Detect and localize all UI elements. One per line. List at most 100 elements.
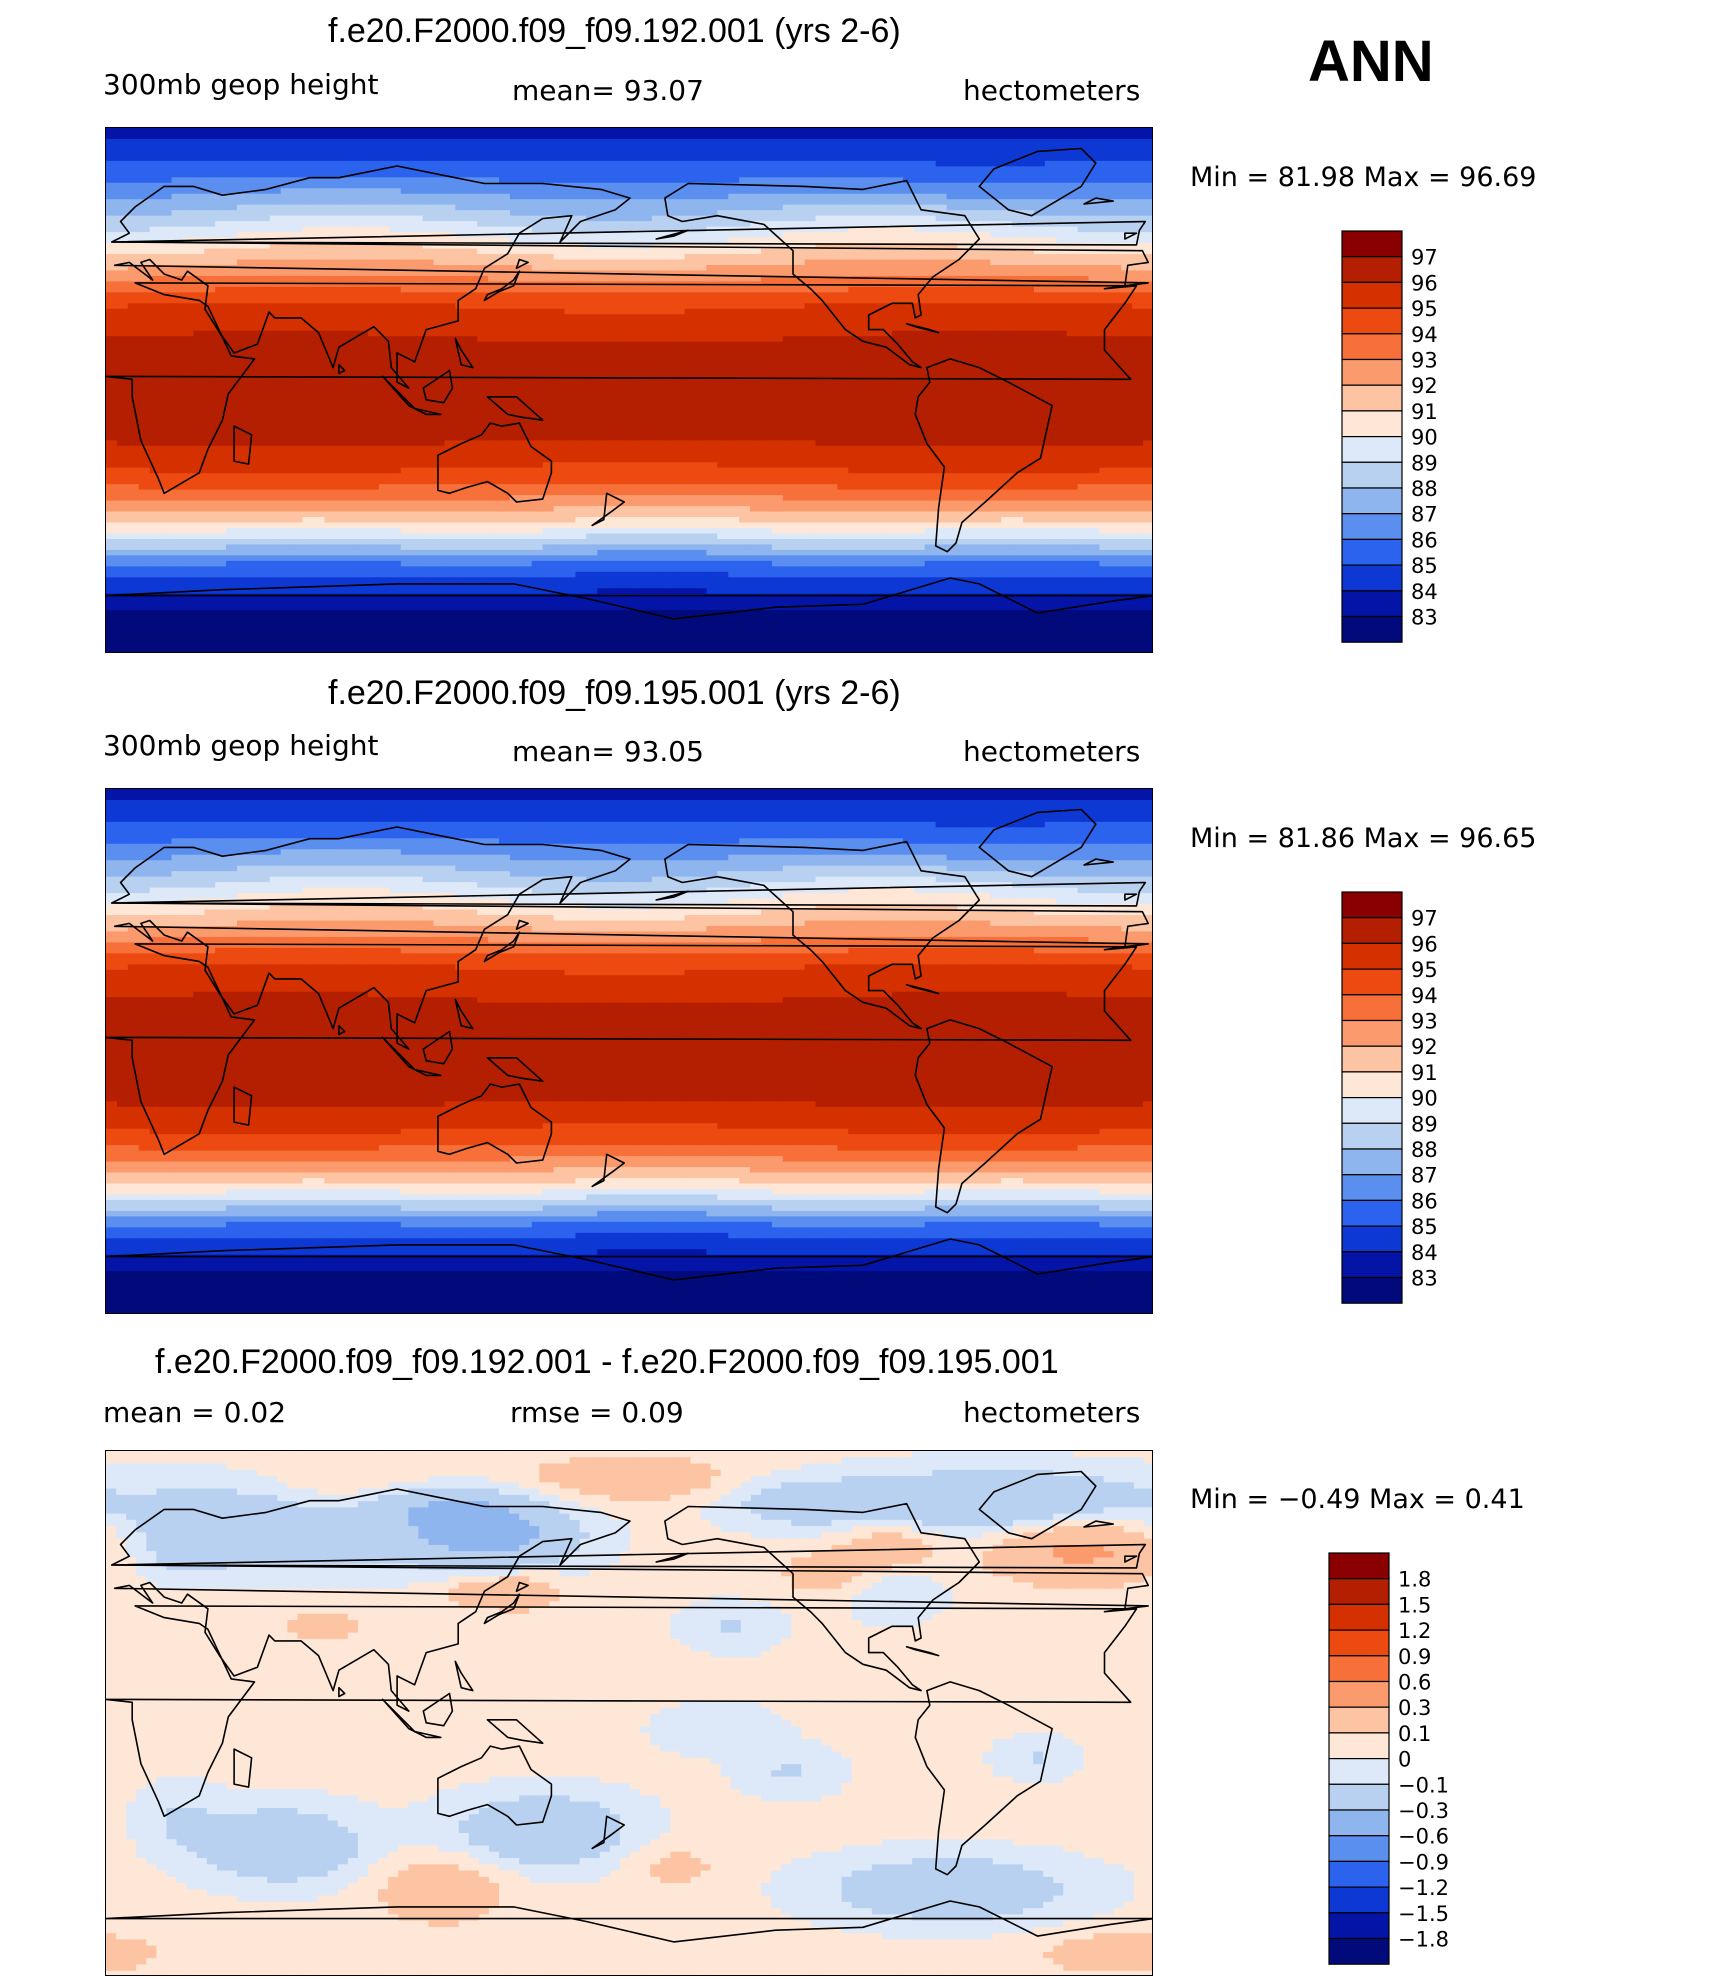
contour-cell	[728, 243, 740, 250]
contour-cell	[466, 303, 478, 310]
contour-cell	[673, 347, 686, 354]
contour-cell	[651, 275, 664, 283]
contour-cell	[477, 330, 489, 337]
contour-cell	[1099, 286, 1111, 293]
contour-cell	[815, 292, 828, 299]
contour-cell	[280, 396, 293, 403]
contour-cell	[979, 363, 991, 370]
contour-cell	[750, 243, 762, 250]
contour-cell	[193, 155, 205, 162]
contour-cell	[1088, 160, 1101, 167]
contour-cell	[182, 385, 194, 392]
contour-cell	[531, 363, 544, 370]
contour-cell	[444, 182, 456, 189]
contour-cell	[324, 369, 336, 376]
contour-cell	[979, 358, 991, 365]
contour-cell	[455, 171, 467, 178]
contour-cell	[848, 248, 860, 255]
contour-cell	[619, 303, 631, 310]
contour-cell	[422, 319, 435, 326]
contour-cell	[1023, 281, 1035, 288]
contour-cell	[1088, 254, 1101, 261]
contour-cell	[706, 347, 718, 354]
contour-cell	[1044, 149, 1057, 156]
contour-cell	[913, 182, 926, 189]
contour-cell	[1132, 243, 1144, 250]
contour-cell	[913, 221, 926, 228]
contour-cell	[488, 325, 500, 332]
contour-cell	[324, 270, 336, 277]
contour-cell	[291, 243, 304, 250]
contour-cell	[149, 221, 162, 228]
contour-cell	[389, 391, 402, 398]
contour-cell	[1066, 193, 1079, 200]
contour-cell	[531, 264, 544, 272]
contour-cell	[455, 319, 467, 326]
contour-cell	[324, 177, 336, 184]
contour-cell	[597, 254, 609, 261]
contour-cell	[957, 204, 970, 211]
contour-cell	[1055, 308, 1068, 315]
contour-cell	[826, 314, 839, 321]
contour-cell	[804, 193, 817, 200]
contour-cell	[968, 133, 980, 140]
contour-cell	[597, 133, 609, 140]
contour-cell	[1099, 248, 1111, 255]
contour-cell	[411, 182, 424, 189]
contour-cell	[684, 160, 697, 167]
contour-cell	[848, 396, 860, 403]
contour-cell	[1023, 259, 1035, 266]
contour-cell	[488, 243, 500, 250]
contour-cell	[509, 221, 522, 228]
contour-cell	[542, 254, 555, 261]
contour-cell	[477, 144, 489, 151]
contour-cell	[138, 155, 151, 162]
contour-cell	[269, 232, 282, 239]
contour-cell	[782, 226, 795, 233]
contour-cell	[1099, 138, 1111, 146]
contour-cell	[542, 286, 555, 293]
contour-cell	[378, 133, 391, 140]
contour-cell	[695, 303, 708, 310]
contour-cell	[935, 232, 948, 239]
contour-cell	[870, 385, 882, 392]
contour-cell	[193, 336, 205, 343]
contour-cell	[531, 221, 544, 228]
contour-cell	[913, 308, 926, 315]
contour-cell	[706, 248, 718, 255]
contour-cell	[466, 166, 478, 173]
contour-cell	[913, 188, 926, 195]
contour-cell	[542, 149, 555, 156]
contour-cell	[761, 248, 773, 255]
contour-cell	[1023, 182, 1035, 189]
contour-cell	[520, 330, 533, 337]
contour-cell	[640, 369, 653, 376]
contour-cell	[335, 215, 347, 222]
contour-cell	[368, 149, 380, 156]
contour-cell	[673, 308, 686, 315]
contour-cell	[1077, 160, 1090, 167]
contour-cell	[1077, 155, 1090, 162]
contour-cell	[826, 330, 839, 337]
contour-cell	[586, 237, 598, 244]
contour-cell	[586, 358, 598, 365]
contour-cell	[193, 254, 205, 261]
contour-cell	[1099, 133, 1111, 140]
contour-cell	[924, 297, 937, 304]
contour-cell	[1121, 215, 1133, 222]
contour-cell	[957, 292, 970, 299]
contour-cell	[957, 149, 970, 156]
contour-cell	[258, 177, 271, 184]
contour-cell	[586, 297, 598, 304]
contour-cell	[881, 391, 893, 398]
contour-cell	[706, 171, 718, 178]
contour-cell	[935, 347, 948, 354]
contour-cell	[378, 270, 391, 277]
contour-cell	[870, 380, 882, 387]
contour-cell	[542, 128, 555, 135]
contour-cell	[368, 144, 380, 151]
contour-cell	[269, 160, 282, 167]
contour-cell	[553, 286, 566, 293]
contour-cell	[346, 341, 358, 348]
contour-cell	[924, 358, 937, 365]
